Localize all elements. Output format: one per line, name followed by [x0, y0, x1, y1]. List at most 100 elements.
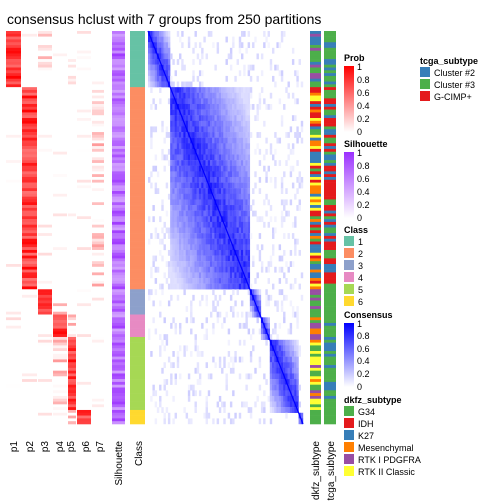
consensus-cell [300, 412, 304, 419]
silhouette-cell [112, 261, 125, 265]
membership-cell [92, 165, 104, 169]
legend-swatch [344, 442, 354, 452]
dkfz-subtype-cell [310, 33, 321, 37]
consensus-cell [201, 87, 204, 93]
consensus-cell [294, 216, 297, 223]
consensus-cell [241, 182, 244, 189]
consensus-cell [167, 266, 171, 273]
class-cell [130, 393, 145, 397]
membership-cell [92, 120, 104, 124]
membership-cell [22, 213, 37, 217]
consensus-cell [205, 317, 208, 324]
consensus-cell [223, 160, 226, 166]
consensus-cell [247, 278, 251, 284]
consensus-cell [196, 53, 200, 60]
membership-cell [77, 359, 91, 363]
consensus-cell [203, 148, 206, 155]
consensus-cell [148, 176, 151, 183]
consensus-cell [198, 115, 202, 122]
membership-cell [53, 421, 67, 425]
consensus-cell [212, 227, 215, 234]
membership-cell [77, 185, 91, 189]
consensus-cell [205, 283, 208, 290]
membership-cell [53, 275, 67, 279]
consensus-cell [296, 367, 299, 374]
tcga-subtype-cell [324, 289, 336, 293]
consensus-cell [187, 120, 191, 127]
membership-cell [38, 47, 52, 51]
consensus-cell [161, 238, 164, 245]
consensus-cell [198, 176, 202, 183]
consensus-cell [267, 42, 270, 49]
consensus-cell [272, 47, 275, 54]
consensus-cell [243, 148, 246, 155]
consensus-cell [218, 92, 222, 99]
consensus-cell [238, 182, 242, 189]
consensus-cell [247, 182, 251, 189]
consensus-cell [212, 92, 215, 99]
membership-cell [22, 373, 37, 377]
consensus-cell [229, 53, 233, 60]
consensus-cell [245, 120, 248, 127]
membership-cell [77, 39, 91, 43]
consensus-cell [150, 182, 153, 189]
consensus-cell [154, 75, 158, 82]
membership-cell [53, 328, 67, 332]
membership-cell [92, 407, 104, 411]
membership-cell [53, 224, 67, 228]
consensus-cell [287, 351, 290, 357]
consensus-cell [287, 143, 290, 150]
membership-cell [22, 334, 37, 338]
consensus-cell [212, 261, 215, 267]
consensus-cell [234, 300, 237, 307]
consensus-cell [249, 351, 253, 357]
consensus-cell [203, 92, 206, 99]
dkfz-subtype-cell [310, 101, 321, 105]
consensus-cell [289, 362, 293, 369]
consensus-cell [256, 216, 259, 223]
membership-cell [6, 238, 21, 242]
membership-cell [68, 370, 76, 374]
consensus-cell [265, 176, 268, 183]
consensus-cell [172, 351, 175, 357]
consensus-cell [207, 278, 211, 284]
membership-cell [77, 221, 91, 225]
membership-cell [6, 370, 21, 374]
class-cell [130, 33, 145, 37]
consensus-cell [234, 278, 237, 284]
consensus-cell [212, 328, 215, 335]
consensus-cell [218, 148, 222, 155]
class-cell [130, 78, 145, 82]
consensus-cell [187, 244, 191, 251]
consensus-cell [185, 98, 189, 105]
dkfz-subtype-cell [310, 415, 321, 419]
consensus-cell [243, 103, 246, 110]
legend-silhouette-tick: 0 [357, 213, 362, 223]
membership-cell [22, 261, 37, 265]
silhouette-cell [112, 56, 125, 60]
consensus-cell [245, 137, 248, 144]
consensus-cell [234, 412, 237, 419]
consensus-cell [192, 233, 195, 239]
consensus-cell [185, 221, 189, 228]
consensus-cell [263, 42, 266, 49]
membership-cell [53, 258, 67, 262]
tcga-subtype-cell [324, 317, 336, 321]
consensus-cell [185, 306, 189, 312]
consensus-cell [172, 154, 175, 161]
legend-swatch [420, 91, 430, 101]
consensus-cell [176, 154, 180, 161]
membership-cell [22, 328, 37, 332]
consensus-cell [283, 294, 286, 301]
silhouette-cell [112, 365, 125, 369]
consensus-cell [192, 59, 195, 65]
consensus-cell [176, 233, 180, 239]
membership-cell [77, 233, 91, 237]
consensus-cell [221, 160, 224, 166]
membership-cell [68, 81, 76, 85]
consensus-cell [236, 103, 239, 110]
consensus-cell [152, 47, 155, 54]
tcga-subtype-cell [324, 109, 336, 113]
dkfz-subtype-cell [310, 31, 321, 35]
dkfz-subtype-cell [310, 395, 321, 400]
